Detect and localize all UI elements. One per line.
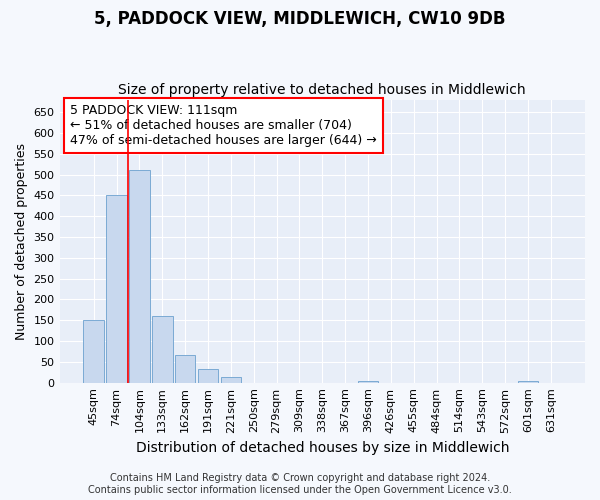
X-axis label: Distribution of detached houses by size in Middlewich: Distribution of detached houses by size … (136, 441, 509, 455)
Bar (129, 170, 150, 382)
Y-axis label: Number of detached properties: Number of detached properties (15, 142, 28, 340)
Bar (83, 320, 104, 382)
Bar (152, 316, 173, 382)
Text: 5, PADDOCK VIEW, MIDDLEWICH, CW10 9DB: 5, PADDOCK VIEW, MIDDLEWICH, CW10 9DB (94, 10, 506, 28)
Bar (106, 196, 127, 382)
Bar (198, 369, 218, 382)
Bar (221, 378, 241, 382)
Title: Size of property relative to detached houses in Middlewich: Size of property relative to detached ho… (118, 83, 526, 97)
Bar (358, 380, 378, 382)
Bar (175, 355, 196, 382)
Bar (518, 380, 538, 382)
Text: 5 PADDOCK VIEW: 111sqm
← 51% of detached houses are smaller (704)
47% of semi-de: 5 PADDOCK VIEW: 111sqm ← 51% of detached… (70, 104, 377, 147)
Text: Contains HM Land Registry data © Crown copyright and database right 2024.
Contai: Contains HM Land Registry data © Crown c… (88, 474, 512, 495)
